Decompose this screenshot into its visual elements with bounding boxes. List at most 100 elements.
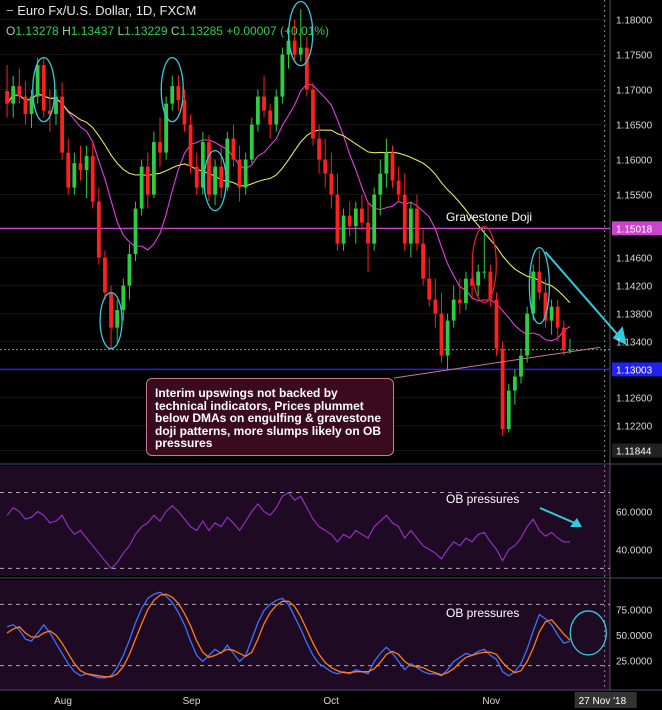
candle (482, 229, 487, 279)
candle (231, 124, 236, 167)
candle (152, 131, 156, 199)
open-label: O (6, 24, 16, 38)
candle-body (519, 355, 523, 377)
price-tick-label: 1.15500 (616, 191, 653, 202)
candle-body (372, 194, 377, 244)
candle-body (274, 96, 279, 125)
candle-body (384, 152, 389, 174)
candle-body (139, 166, 144, 209)
low-value: 1.13229 (124, 24, 168, 38)
chart-title: Euro Fx/U.S. Dollar, 1D, FXCM (17, 3, 197, 18)
candle (170, 75, 175, 111)
pattern-ring (528, 246, 550, 325)
candle (568, 339, 572, 354)
candle (408, 201, 413, 258)
stoch-tick-label: 50.0000 (616, 631, 653, 642)
candle-body (298, 47, 303, 55)
candle-body (170, 86, 175, 104)
candle (378, 159, 383, 216)
candle (415, 194, 419, 251)
candle (457, 278, 462, 314)
trend-arrow (544, 251, 622, 339)
candle-body (317, 138, 321, 160)
rsi-panel-bg (0, 466, 610, 576)
stoch-ob-label: OB pressures (446, 606, 520, 620)
candle (237, 145, 242, 202)
candle (207, 135, 211, 202)
candle (525, 306, 530, 363)
candle (256, 89, 260, 132)
gravestone-ring (471, 225, 497, 304)
candle-body (29, 96, 34, 115)
candle-body (353, 208, 358, 227)
candle-body (145, 166, 150, 195)
candle (41, 58, 46, 118)
candle-body (158, 142, 162, 153)
candle-body (96, 201, 101, 258)
candle (47, 89, 52, 132)
candle-body (182, 100, 187, 125)
candle (421, 229, 425, 286)
collapse-icon[interactable]: − (6, 3, 14, 18)
candle-body (311, 89, 315, 139)
candle-body (286, 40, 291, 55)
candle (549, 299, 554, 335)
low-label: L (117, 24, 125, 38)
candle-body (152, 142, 156, 195)
candle (384, 138, 389, 188)
candle-body (457, 299, 462, 304)
price-tick-label: 1.14200 (616, 282, 653, 293)
candle (84, 145, 89, 199)
candle (488, 264, 493, 307)
price-tag-resistance (612, 221, 662, 236)
candle (323, 138, 328, 188)
candle (139, 159, 144, 216)
candle (304, 37, 309, 97)
candle (427, 257, 432, 307)
candle (200, 131, 205, 195)
candle (133, 201, 138, 262)
candle-body (378, 173, 383, 195)
candle-body (5, 91, 9, 104)
candle (54, 89, 58, 125)
candle (500, 341, 505, 437)
rsi-tick-label: 60.0000 (616, 508, 653, 519)
close-value: 1.13285 (179, 24, 223, 38)
candle (176, 75, 181, 111)
open-value: 1.13278 (15, 24, 59, 38)
price-tick-label: 1.13800 (616, 310, 653, 321)
candle-body (176, 86, 181, 101)
time-axis-label: Aug (54, 696, 72, 707)
candle (60, 82, 65, 160)
candle (433, 278, 438, 328)
stoch-ring (569, 610, 607, 656)
candle (470, 271, 474, 300)
candle (66, 138, 71, 195)
candle (103, 250, 107, 300)
candle (335, 173, 340, 251)
pattern-ring (32, 56, 56, 123)
candle (109, 285, 113, 349)
candle-body (476, 271, 481, 286)
candle (506, 383, 511, 433)
candle (96, 187, 101, 265)
candle-body (445, 320, 450, 356)
price-tick-label: 1.12600 (616, 394, 653, 405)
candle (11, 75, 16, 118)
candle (243, 152, 248, 195)
candle (360, 194, 364, 230)
candle (292, 19, 297, 62)
candle (268, 103, 273, 139)
trend-arrow-head (612, 326, 627, 346)
candle (353, 201, 358, 244)
price-tick-label: 1.13003 (616, 365, 653, 376)
price-tick-label: 1.16500 (616, 121, 653, 132)
candle-body (433, 299, 438, 314)
candle-body (35, 65, 40, 97)
candle (512, 369, 517, 405)
candle-body (335, 194, 340, 244)
time-axis-label: Nov (482, 696, 500, 707)
candle-body (207, 142, 211, 195)
candle-body (366, 222, 370, 244)
